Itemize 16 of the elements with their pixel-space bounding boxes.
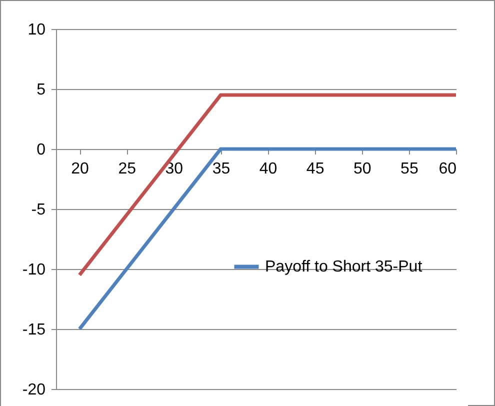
legend-label: Payoff to Short 35-Put: [265, 258, 423, 276]
x-tick-label: 35: [212, 160, 230, 178]
x-tick-label: 25: [118, 160, 136, 178]
x-tick-label: 55: [400, 160, 418, 178]
x-tick-label: 50: [353, 160, 372, 178]
y-tick-label: -15: [22, 322, 46, 338]
x-tick-label: 20: [71, 160, 90, 178]
y-tick-label: -10: [22, 262, 46, 278]
y-tick-label: 5: [36, 82, 46, 98]
x-tick-label: 45: [306, 160, 324, 178]
y-tick-label: -20: [22, 382, 46, 398]
y-tick-label: -5: [31, 202, 46, 218]
y-tick-label: 0: [36, 142, 46, 158]
y-tick-label: 10: [28, 22, 46, 38]
x-tick-label: 60: [438, 160, 457, 178]
x-tick-label: 40: [259, 160, 278, 178]
